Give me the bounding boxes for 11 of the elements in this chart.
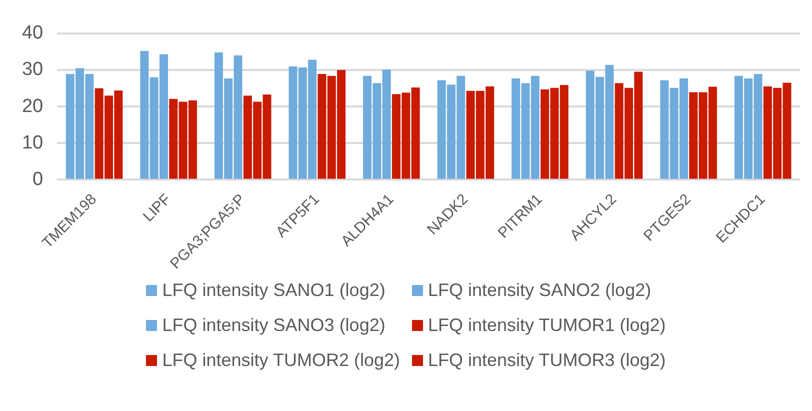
legend-label: LFQ intensity SANO2 (log2) (428, 280, 652, 301)
legend-label: LFQ intensity TUMOR1 (log2) (428, 315, 666, 336)
y-tick-label: 20 (22, 96, 44, 117)
y-tick-label: 30 (22, 59, 44, 80)
y-tick-label: 10 (22, 132, 44, 154)
legend-label: LFQ intensity TUMOR2 (log2) (162, 350, 400, 371)
legend-label: LFQ intensity SANO1 (log2) (162, 280, 386, 301)
legend-label: LFQ intensity TUMOR3 (log2) (428, 350, 666, 371)
y-tick-label: 0 (32, 168, 44, 190)
legend-label: LFQ intensity SANO3 (log2) (162, 315, 386, 336)
y-tick-label: 40 (22, 22, 44, 44)
